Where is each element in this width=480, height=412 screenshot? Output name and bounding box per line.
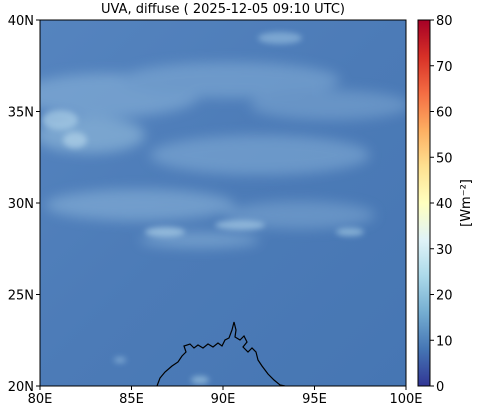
lon-tick-label: 80E	[28, 392, 53, 407]
colorbar-tick-label: 40	[436, 197, 453, 212]
lon-tick-label: 95E	[302, 392, 327, 407]
colorbar-tick-label: 30	[436, 243, 453, 258]
lat-tick-label: 40N	[8, 14, 34, 29]
lat-tick-label: 25N	[8, 289, 34, 304]
uva-field	[40, 20, 406, 386]
colorbar-label: [Wm⁻²]	[459, 179, 474, 227]
colorbar: 0 10 20 30 40 50 60 70 80 [Wm⁻²]	[417, 14, 474, 395]
lat-tick-label: 30N	[8, 197, 34, 212]
coastline	[156, 321, 286, 386]
lat-tick-label: 35N	[8, 106, 34, 121]
colorbar-gradient	[418, 20, 430, 386]
colorbar-tick-label: 20	[436, 289, 453, 304]
colorbar-tick-label: 80	[436, 14, 453, 29]
lat-tick-label: 20N	[8, 380, 34, 395]
cloud-speckles	[42, 32, 364, 384]
longitude-axis: 80E 85E 90E 95E 100E	[28, 386, 423, 407]
latitude-axis: 20N 25N 30N 35N 40N	[8, 14, 40, 395]
colorbar-tick-label: 60	[436, 106, 453, 121]
colorbar-tick-label: 50	[436, 151, 453, 166]
colorbar-tick-label: 70	[436, 60, 453, 75]
lon-tick-label: 90E	[211, 392, 236, 407]
lon-tick-label: 100E	[389, 392, 422, 407]
map-title: UVA, diffuse ( 2025-12-05 09:10 UTC)	[100, 2, 346, 17]
colorbar-ticks: 0 10 20 30 40 50 60 70 80	[430, 14, 453, 395]
lon-tick-label: 85E	[119, 392, 144, 407]
colorbar-tick-label: 10	[436, 334, 453, 349]
colorbar-tick-label: 0	[436, 380, 444, 395]
